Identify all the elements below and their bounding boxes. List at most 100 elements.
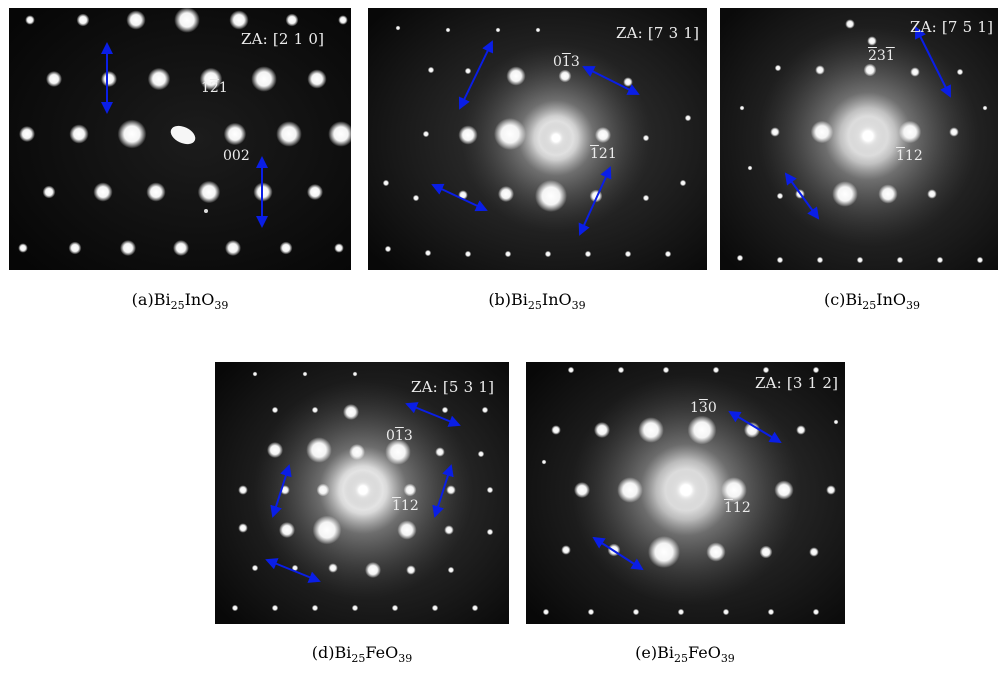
- index-label-b-1: 013: [553, 54, 580, 70]
- diffraction-spot: [826, 485, 836, 495]
- diffraction-spot: [949, 127, 959, 137]
- diffraction-spot: [406, 565, 416, 575]
- diffraction-spot: [19, 126, 35, 142]
- diffraction-spot: [328, 563, 338, 573]
- diffraction-spot: [271, 604, 279, 612]
- diffraction-spot: [173, 240, 189, 256]
- diffraction-spot: [623, 77, 633, 87]
- diffraction-spot: [956, 68, 964, 76]
- diffraction-spot: [481, 406, 489, 414]
- diffraction-spot: [412, 194, 420, 202]
- diffraction-spot: [471, 604, 479, 612]
- diffraction-spot: [334, 243, 344, 253]
- diffraction-spot: [486, 528, 494, 536]
- diffraction-spot: [770, 127, 780, 137]
- direction-arrow: [728, 410, 782, 444]
- diffraction-spot: [285, 13, 299, 27]
- diffraction-spot: [328, 121, 351, 147]
- diffraction-spot: [223, 122, 247, 146]
- index-label-c-2: 112: [896, 148, 923, 164]
- diffraction-spot: [936, 256, 944, 264]
- diffraction-spot: [338, 15, 348, 25]
- caption-a: (a)Bi25InO39: [131, 290, 229, 313]
- diffraction-spot: [42, 185, 56, 199]
- diffraction-spot: [982, 105, 988, 111]
- diffraction-spot: [464, 67, 472, 75]
- diffraction-spot: [447, 566, 455, 574]
- diffraction-spot: [767, 608, 775, 616]
- pattern-a-svg: [9, 8, 351, 270]
- diffraction-spot: [311, 604, 319, 612]
- diffraction-spot: [25, 15, 35, 25]
- diffraction-spot: [551, 425, 561, 435]
- diffraction-spot: [648, 536, 680, 568]
- diffraction-spot: [101, 71, 117, 87]
- diffraction-spot: [117, 119, 147, 149]
- diffraction-spot: [126, 10, 146, 30]
- diffraction-spot: [976, 256, 984, 264]
- diffraction-pattern-a: ZA: [2 1 0] 121 002: [9, 8, 351, 270]
- pattern-e-svg: [526, 362, 845, 624]
- direction-arrow: [915, 26, 951, 98]
- diffraction-spot: [69, 124, 89, 144]
- diffraction-spot: [279, 241, 293, 255]
- diffraction-spot: [856, 256, 864, 264]
- diffraction-spot: [561, 545, 571, 555]
- diffraction-spot: [146, 182, 166, 202]
- direction-arrow: [405, 402, 461, 427]
- pattern-b-svg: [368, 8, 707, 270]
- diffraction-spot: [632, 608, 640, 616]
- diffraction-spot: [542, 608, 550, 616]
- diffraction-spot: [574, 482, 590, 498]
- diffraction-spot: [722, 608, 730, 616]
- caption-c: (c)Bi25InO39: [823, 290, 921, 313]
- diffraction-spot: [199, 67, 223, 91]
- diffraction-spot: [642, 194, 650, 202]
- diffraction-spot: [431, 604, 439, 612]
- index-label-b-2: 121: [590, 146, 617, 162]
- central-beam: [534, 116, 578, 160]
- diffraction-spot: [391, 604, 399, 612]
- diffraction-spot: [687, 415, 717, 445]
- diffraction-spot: [204, 209, 208, 213]
- diffraction-spot: [267, 442, 283, 458]
- diffraction-spot: [302, 371, 308, 377]
- diffraction-spot: [796, 425, 806, 435]
- diffraction-spot: [18, 243, 28, 253]
- diffraction-spot: [624, 250, 632, 258]
- diffraction-spot: [617, 366, 625, 374]
- diffraction-spot: [617, 477, 643, 503]
- diffraction-spot: [486, 486, 494, 494]
- diffraction-spot: [316, 483, 330, 497]
- index-label-e-2: 112: [724, 500, 751, 516]
- diffraction-spot: [424, 249, 432, 257]
- diffraction-spot: [679, 179, 687, 187]
- diffraction-spot: [382, 179, 390, 187]
- direction-arrow: [592, 536, 644, 571]
- diffraction-spot: [197, 180, 221, 204]
- diffraction-pattern-c: ZA: [7 5 1] 231 112: [720, 8, 998, 270]
- diffraction-spot: [306, 437, 332, 463]
- diffraction-spot: [231, 604, 239, 612]
- diffraction-spot: [638, 417, 664, 443]
- diffraction-spot: [535, 180, 567, 212]
- diffraction-spot: [238, 485, 248, 495]
- index-label-e-1: 130: [690, 400, 717, 416]
- zone-axis-label-c: ZA: [7 5 1]: [910, 18, 994, 36]
- diffraction-spot: [815, 65, 825, 75]
- diffraction-spot: [587, 608, 595, 616]
- diffraction-spot: [238, 523, 248, 533]
- diffraction-spot: [896, 256, 904, 264]
- diffraction-spot: [307, 69, 327, 89]
- diffraction-spot: [810, 120, 834, 144]
- diffraction-spot: [225, 240, 241, 256]
- diffraction-spot: [774, 480, 794, 500]
- diffraction-spot: [458, 125, 478, 145]
- diffraction-spot: [927, 189, 937, 199]
- pattern-c-svg: [720, 8, 998, 270]
- diffraction-spot: [349, 444, 365, 460]
- diffraction-pattern-d: ZA: [5 3 1] 013 112: [215, 362, 509, 624]
- diffraction-spot: [435, 447, 445, 457]
- diffraction-spot: [445, 27, 451, 33]
- central-beam: [656, 460, 716, 520]
